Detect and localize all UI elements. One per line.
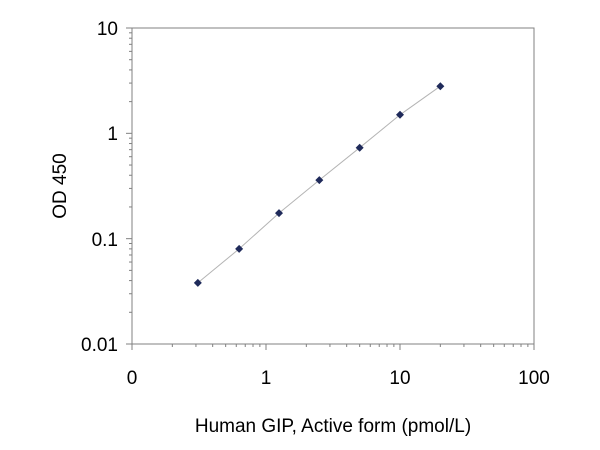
data-point — [274, 209, 283, 218]
x-tick-label-10: 10 — [389, 368, 410, 389]
x-axis-title: Human GIP, Active form (pmol/L) — [195, 416, 471, 437]
x-tick-label-1: 1 — [261, 368, 272, 389]
data-point — [193, 278, 202, 287]
y-tick-label-0.1: 0.1 — [92, 230, 118, 251]
tick-marks — [126, 27, 535, 350]
data-points — [193, 82, 445, 287]
data-point — [235, 244, 244, 253]
data-point — [315, 176, 324, 185]
x-tick-label-100: 100 — [518, 368, 550, 389]
plot-frame — [131, 27, 535, 345]
data-point — [355, 143, 364, 152]
data-point — [396, 110, 404, 119]
data-point — [436, 82, 445, 91]
trendline — [197, 85, 441, 284]
y-axis-title: OD 450 — [50, 153, 71, 218]
x-tick-label-0: 0 — [127, 368, 138, 389]
y-tick-label-1: 1 — [107, 124, 118, 145]
y-tick-label-10: 10 — [97, 19, 118, 40]
y-tick-label-0.01: 0.01 — [81, 335, 118, 356]
